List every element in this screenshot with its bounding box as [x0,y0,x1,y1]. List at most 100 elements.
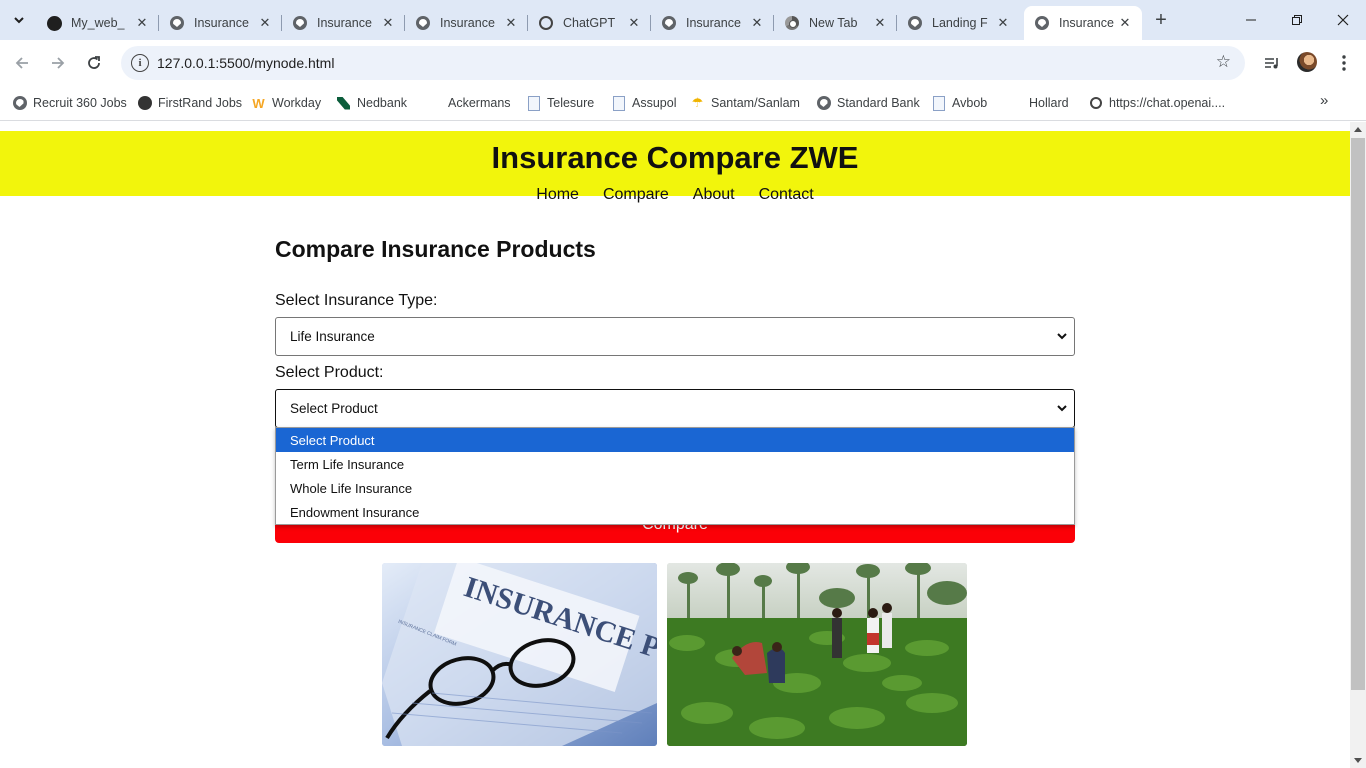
tab-insurance-4[interactable]: Insurance ✕ [651,6,774,40]
close-tab-icon[interactable]: ✕ [874,15,886,30]
close-tab-icon[interactable]: ✕ [382,15,394,30]
forward-button[interactable] [44,49,72,77]
reload-button[interactable] [80,49,108,77]
page-scrollbar[interactable] [1350,122,1366,768]
new-tab-button[interactable]: + [1155,8,1167,31]
more-bookmarks-icon[interactable]: » [1320,92,1329,109]
back-button[interactable] [8,49,36,77]
nav-contact[interactable]: Contact [758,186,814,203]
tab-title: Insurance [440,16,495,30]
nav-about[interactable]: About [692,186,735,203]
bookmark-avbob[interactable]: Avbob [931,93,987,113]
bookmark-label: Nedbank [357,96,408,110]
option-term-life[interactable]: Term Life Insurance [290,456,405,472]
document-icon [931,95,946,111]
arrow-left-icon [15,57,28,69]
minimize-icon [1246,19,1256,21]
globe-icon [169,15,185,31]
site-nav: Home Compare About Contact [0,186,1350,204]
minimize-button[interactable] [1228,0,1274,40]
close-tab-icon[interactable]: ✕ [751,15,763,30]
tab-insurance-3[interactable]: Insurance ✕ [405,6,528,40]
tab-title: ChatGPT [563,16,616,30]
tab-chatgpt[interactable]: ChatGPT ✕ [528,6,651,40]
tab-landing[interactable]: Landing F ✕ [897,6,1020,40]
globe-icon [661,15,677,31]
bookmark-label: Avbob [952,96,988,110]
tab-insurance-1[interactable]: Insurance ✕ [159,6,282,40]
insurance-type-select[interactable]: Life Insurance [275,317,1075,356]
close-tab-icon[interactable]: ✕ [628,15,640,30]
bookmark-standard-bank[interactable]: Standard Bank [816,93,920,113]
github-icon [46,15,62,31]
bookmark-nedbank[interactable]: Nedbank [336,93,407,113]
arrow-right-icon [52,57,65,69]
tab-insurance-active[interactable]: Insurance ✕ [1024,6,1142,40]
insurance-policy-image: INSURANCE POLICY INSURANCE CLAIM FORM [382,563,657,746]
bookmark-assupol[interactable]: Assupol [611,93,676,113]
nav-home[interactable]: Home [536,186,579,203]
globe-icon [907,15,923,31]
document-icon [526,95,541,111]
site-title: Insurance Compare ZWE [491,140,859,175]
nedbank-icon [336,96,351,111]
browser-toolbar: i 127.0.0.1:5500/mynode.html ☆ [0,40,1366,86]
scrollbar-thumb[interactable] [1351,138,1365,690]
product-dropdown-list: Select Product Term Life Insurance Whole… [275,427,1075,525]
restore-button[interactable] [1274,0,1320,40]
bookmark-telesure[interactable]: Telesure [526,93,594,113]
page-viewport: Insurance Compare ZWE Home Compare About… [0,122,1350,768]
globe-icon [1034,15,1050,31]
openai-icon [1088,96,1103,111]
bookmarks-bar: Recruit 360 Jobs FirstRand Jobs W Workday… [0,86,1366,121]
close-window-button[interactable] [1320,0,1366,40]
bookmark-label: Standard Bank [837,96,920,110]
scroll-down-icon[interactable] [1354,758,1362,763]
product-select[interactable]: Select Product [275,389,1075,428]
tab-insurance-2[interactable]: Insurance ✕ [282,6,405,40]
tab-title: Landing F [932,16,988,30]
bookmark-santam[interactable]: ☂ Santam/Sanlam [690,93,800,113]
url-text[interactable]: 127.0.0.1:5500/mynode.html [157,55,335,71]
profile-avatar[interactable] [1297,52,1317,72]
close-tab-icon[interactable]: ✕ [1119,15,1131,30]
site-info-icon[interactable]: i [131,54,149,72]
globe-icon [12,96,27,111]
bookmark-chat-openai[interactable]: https://chat.openai.... [1088,93,1225,113]
close-icon [1337,14,1349,26]
tab-my-web[interactable]: My_web_ ✕ [36,6,159,40]
bookmark-hollard[interactable]: Hollard [1029,93,1069,113]
bookmark-label: Telesure [547,96,595,110]
close-tab-icon[interactable]: ✕ [505,15,517,30]
close-tab-icon[interactable]: ✕ [259,15,271,30]
globe-icon [415,15,431,31]
farmers-field-image [667,563,967,746]
media-control-icon[interactable] [1259,50,1285,76]
address-bar[interactable]: i 127.0.0.1:5500/mynode.html ☆ [121,46,1245,80]
option-whole-life[interactable]: Whole Life Insurance [290,480,413,496]
bookmark-firstrand[interactable]: FirstRand Jobs [137,93,242,113]
tab-new-tab[interactable]: New Tab ✕ [774,6,897,40]
tab-title: Insurance [317,16,372,30]
bookmark-recruit360[interactable]: Recruit 360 Jobs [12,93,127,113]
close-tab-icon[interactable]: ✕ [997,15,1009,30]
tab-search-button[interactable] [6,7,32,33]
bookmark-ackermans[interactable]: Ackermans [448,93,511,113]
bookmark-label: Recruit 360 Jobs [33,96,127,110]
tab-title: Insurance [194,16,249,30]
tab-title: My_web_ [71,16,125,30]
scroll-up-icon[interactable] [1354,127,1362,132]
product-label: Select Product: [275,364,384,381]
bookmark-workday[interactable]: W Workday [251,93,321,113]
bookmark-label: Ackermans [448,96,511,110]
umbrella-icon: ☂ [691,95,704,110]
tab-strip: My_web_ ✕ Insurance ✕ Insurance ✕ Insura… [0,0,1366,40]
bookmark-label: Santam/Sanlam [711,96,800,110]
bookmark-label: Hollard [1029,96,1069,110]
nav-compare[interactable]: Compare [602,186,669,203]
bookmark-star-icon[interactable]: ☆ [1215,52,1231,71]
option-endowment[interactable]: Endowment Insurance [290,504,420,520]
close-tab-icon[interactable]: ✕ [136,15,148,30]
option-select-product[interactable]: Select Product [276,428,1074,452]
menu-kebab-icon[interactable] [1331,50,1357,76]
